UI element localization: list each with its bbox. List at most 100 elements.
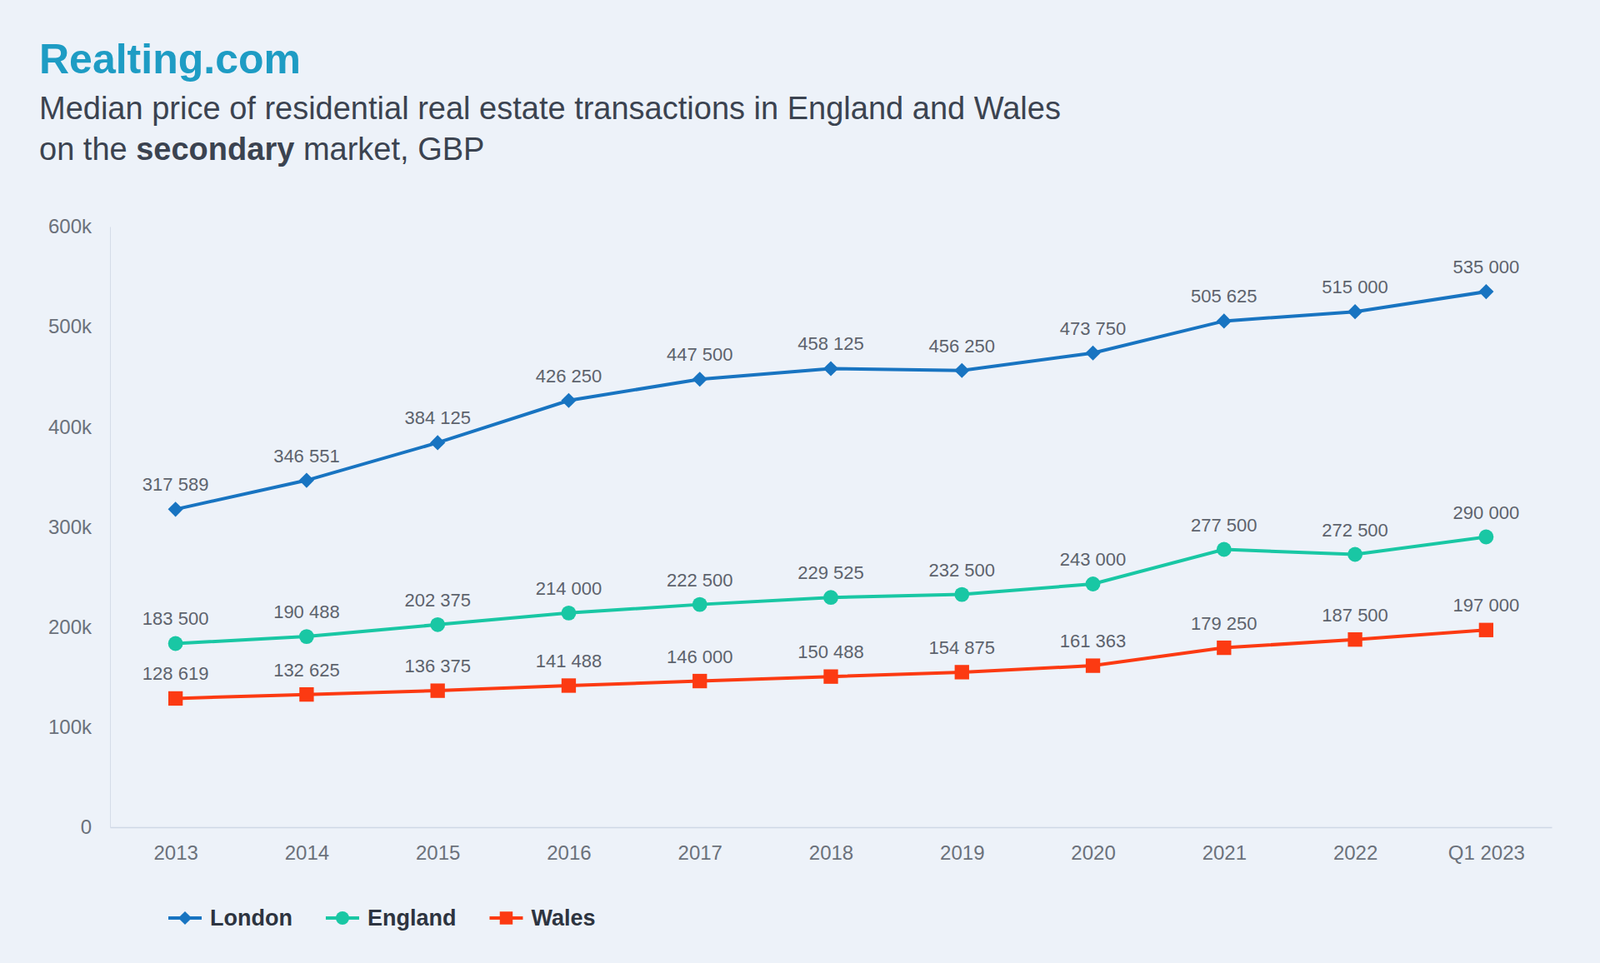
title-word: GBP xyxy=(417,131,485,167)
data-label: 222 500 xyxy=(666,570,734,591)
point-marker xyxy=(1085,345,1100,361)
title-word: the xyxy=(83,131,136,167)
x-tick: 2019 xyxy=(940,827,985,865)
point-marker xyxy=(168,501,184,517)
legend-item: London xyxy=(168,905,293,931)
data-label: 187 500 xyxy=(1321,605,1389,626)
data-label: 232 500 xyxy=(929,560,996,581)
y-tick: 300k xyxy=(48,515,110,539)
point-marker xyxy=(692,371,708,387)
point-marker xyxy=(823,360,839,376)
data-label: 154 875 xyxy=(929,637,996,659)
data-label: 214 000 xyxy=(535,578,603,600)
x-tick: 2021 xyxy=(1202,827,1247,865)
title-word: of xyxy=(229,90,265,126)
data-label: 202 375 xyxy=(404,590,471,611)
data-label: 447 500 xyxy=(666,344,734,365)
data-label: 272 500 xyxy=(1321,520,1389,541)
x-tick-label: 2013 xyxy=(153,841,198,865)
legend-marker xyxy=(500,911,513,925)
title-word: England xyxy=(787,90,913,126)
title-word: price xyxy=(151,90,230,126)
x-tick-label: 2019 xyxy=(940,841,985,865)
point-marker xyxy=(1479,623,1494,638)
data-label: 132 625 xyxy=(273,660,340,681)
point-marker xyxy=(1216,640,1231,655)
point-marker xyxy=(430,683,445,698)
x-tick-label: 2016 xyxy=(546,841,591,865)
y-tick-label: 200k xyxy=(48,615,93,639)
point-marker xyxy=(1347,632,1362,647)
series-line xyxy=(175,537,1487,645)
series-line xyxy=(175,630,1487,699)
y-tick-label: 600k xyxy=(48,215,93,238)
point-marker xyxy=(168,636,184,652)
title-word: transactions xyxy=(574,90,754,126)
point-marker xyxy=(1216,313,1232,329)
point-marker xyxy=(1216,542,1232,558)
data-label: 290 000 xyxy=(1453,502,1520,524)
point-marker xyxy=(561,605,577,621)
x-axis-line xyxy=(110,827,1553,830)
legend-marker xyxy=(178,911,192,925)
x-tick: 2018 xyxy=(809,827,854,865)
point-marker xyxy=(1478,530,1494,545)
title: Median price of residential real estate … xyxy=(39,90,1070,167)
data-label: 346 551 xyxy=(273,445,340,467)
data-label: 150 488 xyxy=(797,641,865,663)
x-axis: 2013 2014 2015 2016 2017 2018 2019 2020 2021 2022… xyxy=(110,827,1553,865)
x-tick-label: 2021 xyxy=(1202,841,1247,865)
data-label: 179 250 xyxy=(1190,613,1258,635)
y-tick: 0 xyxy=(80,815,110,839)
y-tick: 100k xyxy=(48,715,110,739)
data-label: 458 125 xyxy=(797,333,865,355)
legend-label: England xyxy=(367,905,457,931)
point-marker xyxy=(955,665,970,680)
point-marker xyxy=(1085,576,1101,592)
x-tick: Q1 2023 xyxy=(1448,827,1525,865)
point-marker xyxy=(299,472,315,488)
data-label: 141 488 xyxy=(535,650,603,672)
title-word: market, xyxy=(303,131,418,167)
y-tick: 600k xyxy=(48,215,110,238)
y-tick-label: 100k xyxy=(48,715,93,739)
data-label: 197 000 xyxy=(1453,595,1520,616)
x-tick: 2014 xyxy=(285,827,330,865)
point-marker xyxy=(692,674,707,689)
point-marker xyxy=(299,687,314,702)
data-label: 183 500 xyxy=(142,608,210,630)
point-marker xyxy=(1347,304,1363,320)
point-marker xyxy=(954,363,970,379)
x-tick: 2016 xyxy=(546,827,591,865)
point-marker xyxy=(1478,284,1494,300)
point-marker xyxy=(560,393,576,409)
data-label: 229 525 xyxy=(797,562,865,584)
data-label: 426 250 xyxy=(535,365,603,387)
legend-label: Wales xyxy=(530,905,595,931)
data-label: 505 625 xyxy=(1190,285,1258,307)
data-label: 161 363 xyxy=(1060,630,1127,652)
x-tick-label: 2022 xyxy=(1333,841,1378,865)
legend-label: London xyxy=(210,905,293,931)
data-label: 136 375 xyxy=(404,655,471,677)
x-tick-label: 2015 xyxy=(415,841,460,865)
chart: Realting.comMedian price of residential … xyxy=(0,0,1600,963)
x-tick: 2015 xyxy=(415,827,460,865)
y-tick-label: 300k xyxy=(48,515,93,539)
x-tick: 2013 xyxy=(153,827,198,865)
x-tick: 2020 xyxy=(1070,827,1115,865)
data-label: 535 000 xyxy=(1453,256,1520,278)
point-marker xyxy=(430,435,445,450)
point-marker xyxy=(168,691,183,706)
x-tick-label: 2017 xyxy=(678,841,723,865)
legend: London England Wales xyxy=(168,905,596,931)
point-marker xyxy=(561,678,576,693)
title-word: in xyxy=(754,90,788,126)
y-tick-label: 0 xyxy=(80,815,92,839)
data-label: 190 488 xyxy=(273,601,340,623)
data-label: 473 750 xyxy=(1060,318,1127,340)
y-tick: 400k xyxy=(48,415,110,439)
plot-area xyxy=(168,284,1495,706)
data-label: 277 500 xyxy=(1190,515,1258,536)
y-tick-label: 400k xyxy=(48,415,93,439)
